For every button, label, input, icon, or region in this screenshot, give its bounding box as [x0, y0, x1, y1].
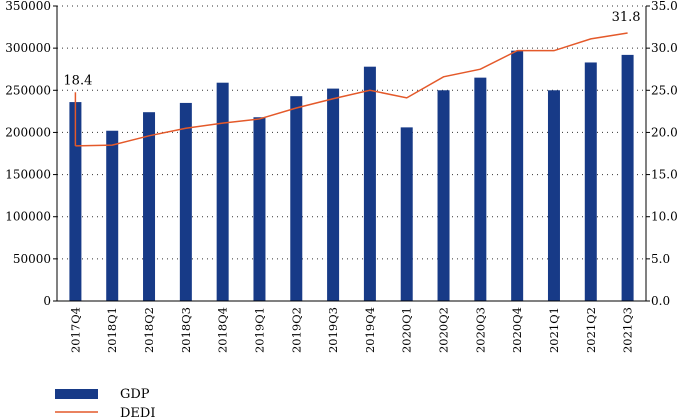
right-tick-label: 5.0 [651, 252, 670, 266]
dedi-line [74, 32, 628, 147]
gdp-bar [290, 96, 303, 301]
right-tick-label: 35.0 [651, 0, 678, 13]
x-tick-label: 2018Q4 [216, 307, 230, 353]
x-axis-ticks: 2017Q4 2018Q1 2018Q2 2018Q3 2018Q4 2019Q1 2019… [68, 307, 634, 353]
right-tick-label: 15.0 [651, 168, 678, 182]
x-tick-label: 2017Q4 [68, 307, 82, 353]
x-tick-label: 2020Q2 [437, 307, 451, 353]
x-tick-label: 2018Q3 [179, 307, 193, 353]
gridlines [57, 5, 646, 260]
x-tick-label: 2020Q4 [510, 307, 524, 353]
gdp-bar [327, 88, 340, 301]
gdp-bars [69, 50, 634, 302]
legend-swatch-gdp [55, 389, 98, 399]
gdp-bar [474, 77, 487, 302]
gdp-bar [216, 82, 229, 301]
gdp-bar [400, 127, 413, 301]
right-tick-label: 25.0 [651, 83, 678, 97]
right-tick-label: 10.0 [651, 210, 678, 224]
legend: GDP DEDI [55, 387, 155, 419]
x-tick-label: 2018Q2 [142, 307, 156, 353]
left-tick-label: 350000 [5, 0, 51, 13]
x-tick-label: 2020Q1 [400, 307, 414, 353]
legend-label-gdp: GDP [120, 387, 150, 402]
gdp-bar [179, 102, 192, 301]
gdp-bar [437, 90, 450, 302]
left-tick-label: 250000 [5, 83, 51, 97]
x-tick-label: 2021Q1 [547, 307, 561, 353]
x-tick-label: 2019Q1 [252, 307, 266, 353]
x-tick-label: 2021Q2 [584, 307, 598, 353]
right-tick-label: 0.0 [651, 294, 670, 308]
x-tick-label: 2019Q3 [326, 307, 340, 353]
gdp-bar [363, 66, 376, 301]
dedi-data-label: 18.4 [63, 73, 92, 88]
gdp-bar [106, 130, 119, 301]
right-axis-ticks: 0.0 5.0 10.0 15.0 20.0 25.0 30.0 35.0 [646, 0, 678, 308]
gdp-bar [547, 90, 560, 302]
left-tick-label: 0 [43, 294, 51, 308]
legend-label-dedi: DEDI [120, 406, 155, 419]
left-tick-label: 150000 [5, 168, 51, 182]
left-tick-label: 200000 [5, 125, 51, 139]
right-tick-label: 20.0 [651, 125, 678, 139]
gdp-bar [143, 112, 156, 301]
left-tick-label: 100000 [5, 210, 51, 224]
x-tick-label: 2021Q3 [621, 307, 635, 353]
right-tick-label: 30.0 [651, 41, 678, 55]
x-tick-label: 2019Q4 [363, 307, 377, 353]
gdp-bar [511, 50, 524, 301]
axes [56, 6, 647, 302]
left-axis-ticks: 0 50000 100000 150000 200000 250000 300000 3500… [5, 0, 57, 308]
gdp-bar [621, 54, 634, 302]
gdp-bar [69, 102, 82, 301]
data-labels: 18.4 31.8 [63, 10, 640, 88]
gdp-bar [253, 117, 266, 301]
dedi-data-label: 31.8 [612, 10, 641, 25]
dedi-series-line [75, 32, 628, 147]
x-tick-label: 2020Q3 [473, 307, 487, 353]
gdp-bar [584, 62, 597, 301]
left-tick-label: 300000 [5, 41, 51, 55]
x-tick-label: 2018Q1 [105, 307, 119, 353]
x-tick-label: 2019Q2 [289, 307, 303, 353]
left-tick-label: 50000 [13, 252, 51, 266]
